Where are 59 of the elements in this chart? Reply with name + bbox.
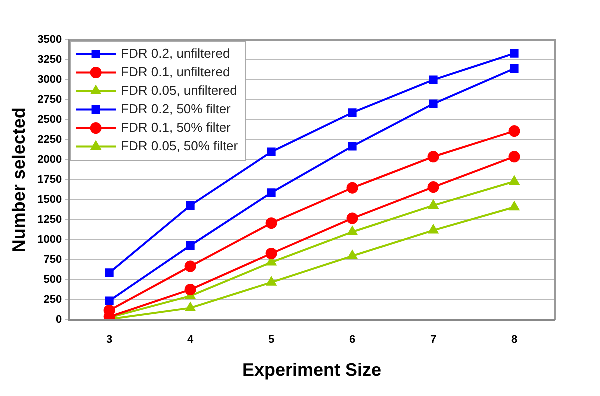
y-tick-label: 250 — [44, 294, 62, 306]
y-tick-label: 500 — [44, 274, 62, 286]
point — [428, 182, 440, 194]
point — [266, 276, 277, 286]
legend-label: FDR 0.2, unfiltered — [121, 46, 230, 61]
y-tick-label: 2500 — [38, 114, 62, 126]
point — [348, 108, 357, 118]
legend-label: FDR 0.05, 50% filter — [121, 138, 239, 154]
point — [510, 64, 519, 74]
point — [184, 284, 196, 296]
legend-label: FDR 0.05, unfiltered — [121, 82, 238, 98]
point — [184, 260, 196, 272]
point — [509, 176, 520, 185]
y-tick-label: 2250 — [38, 134, 62, 146]
point — [185, 302, 196, 312]
y-axis-title: Number selected — [8, 108, 29, 253]
x-tick-label: 6 — [349, 334, 356, 346]
y-tick-label: 1250 — [38, 214, 62, 226]
point — [346, 212, 358, 224]
point — [347, 226, 358, 236]
y-tick-label: 0 — [56, 314, 62, 326]
point — [428, 200, 439, 209]
point — [509, 202, 520, 211]
x-tick-label: 7 — [430, 334, 437, 346]
x-tick-label: 4 — [187, 334, 194, 346]
x-tick-label: 8 — [511, 334, 518, 346]
point — [267, 188, 276, 198]
point — [429, 76, 438, 84]
legend-label: FDR 0.1, unfiltered — [121, 64, 230, 80]
x-tick-label: 5 — [268, 334, 275, 346]
x-axis-title: Experiment Size — [242, 360, 382, 380]
point — [347, 250, 358, 260]
point — [428, 151, 440, 163]
y-tick-label: 750 — [44, 254, 62, 266]
legend-label: FDR 0.1, 50% filter — [121, 120, 232, 135]
point — [508, 151, 520, 163]
point — [348, 142, 357, 151]
point — [105, 268, 114, 278]
y-tick-label: 1000 — [38, 234, 62, 246]
y-tick-label: 1750 — [38, 174, 62, 186]
y-tick-label: 2000 — [38, 154, 62, 166]
y-tick-label: 3500 — [38, 34, 62, 46]
y-tick-label: 1500 — [38, 194, 62, 206]
point — [266, 218, 278, 230]
point — [428, 224, 439, 234]
point — [186, 241, 195, 250]
point — [266, 248, 278, 260]
y-tick-label: 2750 — [38, 94, 62, 106]
point — [510, 49, 519, 58]
y-tick-label: 3000 — [38, 74, 62, 86]
point — [346, 182, 358, 194]
point — [429, 100, 438, 108]
point — [105, 296, 114, 306]
point — [508, 126, 520, 138]
x-tick-label: 3 — [106, 334, 113, 346]
legend-label: FDR 0.2, 50% filter — [121, 101, 232, 116]
point — [267, 148, 276, 156]
point — [186, 201, 195, 210]
y-tick-label: 3250 — [38, 54, 62, 66]
